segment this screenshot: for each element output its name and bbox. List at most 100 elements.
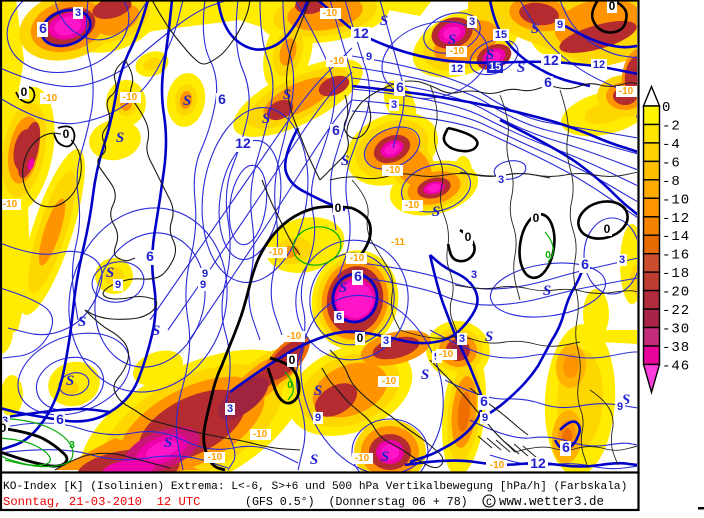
svg-text:6: 6 xyxy=(581,256,589,272)
svg-text:0: 0 xyxy=(533,211,540,225)
svg-text:6: 6 xyxy=(396,79,404,95)
svg-text:-10: -10 xyxy=(439,349,454,360)
svg-text:3: 3 xyxy=(471,269,477,281)
svg-text:0: 0 xyxy=(662,100,671,116)
svg-text:12: 12 xyxy=(543,52,559,68)
svg-text:-11: -11 xyxy=(391,237,405,248)
svg-text:S: S xyxy=(622,392,630,408)
svg-text:-10: -10 xyxy=(662,192,690,208)
svg-text:-16: -16 xyxy=(662,248,690,264)
svg-text:S: S xyxy=(421,367,429,383)
svg-text:3: 3 xyxy=(69,440,75,451)
svg-text:-10: -10 xyxy=(3,199,18,210)
svg-text:S: S xyxy=(314,383,322,399)
svg-text:3: 3 xyxy=(2,415,8,427)
svg-text:-10: -10 xyxy=(208,452,223,463)
svg-text:0: 0 xyxy=(21,85,28,99)
svg-text:3: 3 xyxy=(383,335,389,347)
svg-text:15: 15 xyxy=(489,61,501,73)
svg-text:S: S xyxy=(636,106,644,122)
svg-text:0: 0 xyxy=(604,222,611,236)
svg-text:-10: -10 xyxy=(43,93,58,104)
svg-text:S: S xyxy=(183,93,191,109)
svg-text:-10: -10 xyxy=(405,200,420,211)
svg-text:S: S xyxy=(543,283,551,299)
svg-text:-14: -14 xyxy=(662,229,690,245)
svg-text:-10: -10 xyxy=(382,376,397,387)
svg-text:3: 3 xyxy=(619,254,625,266)
svg-text:-10: -10 xyxy=(287,331,302,342)
svg-text:-10: -10 xyxy=(253,429,268,440)
svg-text:3: 3 xyxy=(391,99,397,111)
svg-text:Sonntag, 21-03-2010 12 UTC: Sonntag, 21-03-2010 12 UTC xyxy=(3,495,200,509)
svg-text:-38: -38 xyxy=(662,340,690,356)
svg-text:-10: -10 xyxy=(269,247,284,258)
svg-text:S: S xyxy=(106,265,114,281)
svg-text:9: 9 xyxy=(315,412,321,424)
svg-text:9: 9 xyxy=(202,268,208,280)
svg-text:0: 0 xyxy=(0,421,7,435)
svg-text:-10: -10 xyxy=(619,86,634,97)
svg-text:-2: -2 xyxy=(662,119,681,135)
svg-text:9: 9 xyxy=(115,279,121,291)
svg-text:9: 9 xyxy=(366,51,372,63)
svg-text:3: 3 xyxy=(459,333,465,345)
svg-text:-10: -10 xyxy=(323,8,338,19)
svg-text:S: S xyxy=(78,314,86,330)
svg-text:S: S xyxy=(517,60,525,76)
svg-text:9: 9 xyxy=(200,279,206,291)
svg-text:S: S xyxy=(486,47,494,63)
svg-text:6: 6 xyxy=(354,268,362,284)
svg-text:6: 6 xyxy=(332,122,340,138)
svg-text:15: 15 xyxy=(495,29,507,41)
svg-text:6: 6 xyxy=(56,411,64,427)
svg-text:S: S xyxy=(66,373,74,389)
svg-text:-10: -10 xyxy=(450,46,465,57)
svg-text:(GFS 0.5°) (Donnerstag 06 + 7: (GFS 0.5°) (Donnerstag 06 + 78) xyxy=(245,496,468,509)
svg-text:S: S xyxy=(448,32,456,48)
svg-text:-6: -6 xyxy=(662,155,681,171)
svg-text:3: 3 xyxy=(498,174,504,186)
svg-text:6: 6 xyxy=(336,311,342,323)
svg-text:S: S xyxy=(339,280,347,296)
svg-text:S: S xyxy=(432,204,440,220)
svg-text:-10: -10 xyxy=(123,92,138,103)
svg-text:-22: -22 xyxy=(662,303,690,319)
svg-text:S: S xyxy=(283,87,291,103)
svg-text:S: S xyxy=(485,329,493,345)
svg-text:-10: -10 xyxy=(330,56,345,67)
svg-text:6: 6 xyxy=(562,439,570,455)
svg-text:6: 6 xyxy=(218,91,226,107)
svg-text:-18: -18 xyxy=(662,266,690,282)
svg-text:12: 12 xyxy=(235,135,251,151)
svg-text:0: 0 xyxy=(357,331,364,345)
svg-text:-10: -10 xyxy=(355,453,370,464)
svg-text:-10: -10 xyxy=(490,460,505,471)
svg-text:0: 0 xyxy=(289,353,296,367)
svg-text:0: 0 xyxy=(609,0,616,13)
svg-text:S: S xyxy=(341,153,349,169)
svg-text:-20: -20 xyxy=(662,285,690,301)
svg-text:0: 0 xyxy=(63,127,70,141)
svg-text:S: S xyxy=(381,449,389,465)
svg-text:3: 3 xyxy=(227,403,233,415)
svg-text:-4: -4 xyxy=(662,137,681,153)
svg-text:C: C xyxy=(486,498,492,509)
svg-text:-30: -30 xyxy=(662,322,690,338)
svg-text:0: 0 xyxy=(465,230,472,244)
svg-text:12: 12 xyxy=(451,63,463,75)
svg-text:S: S xyxy=(531,21,539,37)
svg-text:9: 9 xyxy=(557,19,563,31)
svg-text:S: S xyxy=(152,323,160,339)
svg-text:9: 9 xyxy=(482,412,488,424)
svg-text:www.wetter3.de: www.wetter3.de xyxy=(499,495,604,509)
svg-text:S: S xyxy=(380,13,388,29)
svg-text:3: 3 xyxy=(469,16,475,28)
svg-text:3: 3 xyxy=(75,7,81,19)
svg-text:-10: -10 xyxy=(350,253,365,264)
svg-text:12: 12 xyxy=(593,59,605,71)
svg-text:-12: -12 xyxy=(662,211,690,227)
svg-text:6: 6 xyxy=(146,248,154,264)
svg-text:0: 0 xyxy=(335,201,342,215)
svg-text:12: 12 xyxy=(353,25,369,41)
